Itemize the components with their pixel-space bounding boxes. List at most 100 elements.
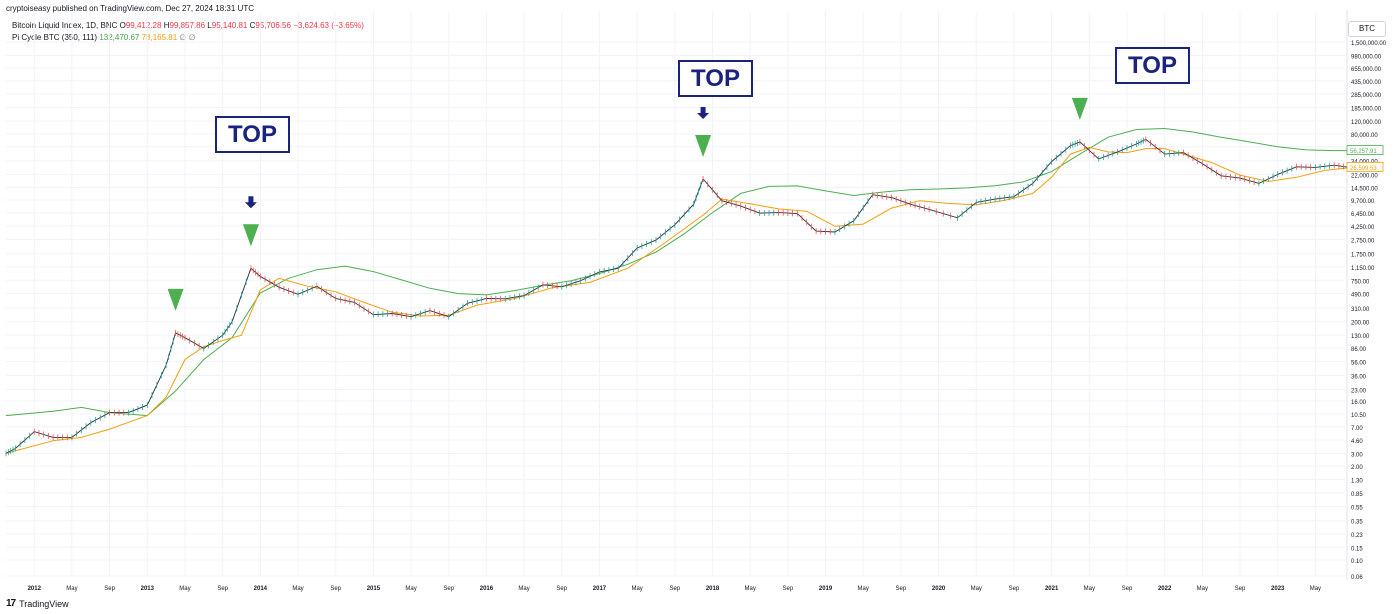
y-tick-label: 0.55 <box>1351 506 1363 512</box>
tradingview-logo-icon: 17 <box>6 598 16 609</box>
change-value: −3,624.63 (−3.65%) <box>293 21 364 30</box>
y-tick-label: 0.06 <box>1351 575 1363 581</box>
x-tick-label: May <box>292 586 303 592</box>
x-tick-label: May <box>1197 586 1208 592</box>
x-tick-label: May <box>1084 586 1095 592</box>
y-tick-label: 0.10 <box>1351 559 1363 565</box>
x-tick-label: 2022 <box>1158 586 1172 592</box>
y-tick-label: 23.00 <box>1351 389 1367 395</box>
y-tick-label: 185,000.00 <box>1351 107 1382 113</box>
top-arrow-icon <box>244 202 257 209</box>
indicator-legend: Pi Cycle BTC (350, 111) 132,470.67 78,16… <box>12 33 196 42</box>
y-tick-label: 0.23 <box>1351 533 1363 539</box>
y-tick-label: 0.15 <box>1351 546 1363 552</box>
y-tick-label: 6,450.00 <box>1351 212 1375 218</box>
x-tick-label: 2017 <box>593 586 607 592</box>
x-tick-label: Sep <box>330 586 341 592</box>
y-tick-label: 9,700.00 <box>1351 199 1375 205</box>
y-tick-label: 10.50 <box>1351 413 1367 419</box>
x-tick-label: 2015 <box>367 586 381 592</box>
x-tick-label: Sep <box>1235 586 1246 592</box>
x-tick-label: 2014 <box>254 586 268 592</box>
x-tick-label: 2019 <box>819 586 833 592</box>
high-label: H <box>163 21 170 30</box>
x-tick-label: Sep <box>556 586 567 592</box>
x-tick-label: 2018 <box>706 586 720 592</box>
x-tick-label: 2016 <box>480 586 494 592</box>
y-tick-label: 36.00 <box>1351 374 1367 380</box>
x-tick-label: Sep <box>783 586 794 592</box>
close-value: 95,706.56 <box>255 21 291 30</box>
x-tick-label: 2020 <box>932 586 946 592</box>
top-label-2017: TOP <box>678 60 753 97</box>
series-350dma-line <box>5 127 1354 417</box>
price-label-orange: 26,599.53 <box>1350 166 1377 172</box>
symbol-name: Bitcoin Liquid Index, 1D, BNC <box>12 21 118 30</box>
y-tick-label: 130.00 <box>1351 334 1370 340</box>
close-label: C <box>249 21 256 30</box>
y-tick-label: 2.00 <box>1351 465 1363 471</box>
y-tick-label: 2,750.00 <box>1351 239 1375 245</box>
price-label-green-box <box>1346 145 1384 155</box>
symbol-legend: Bitcoin Liquid Index, 1D, BNC O99,412.28… <box>12 21 364 30</box>
indicator-name: Pi Cycle BTC (350, 111) <box>12 33 98 42</box>
open-label: O <box>119 21 126 30</box>
y-tick-label: 1,500,000.00 <box>1351 41 1387 47</box>
publisher-line: cryptoiseasy published on TradingView.co… <box>6 4 254 13</box>
y-tick-label: 3.00 <box>1351 452 1363 458</box>
indicator-value-green: 132,470.67 <box>99 33 140 42</box>
low-value: 95,140.81 <box>211 21 248 30</box>
indicator-extra: ∅ ∅ <box>179 33 196 42</box>
y-tick-label: 4,250.00 <box>1351 225 1375 231</box>
x-tick-label: May <box>971 586 982 592</box>
x-tick-label: Sep <box>1122 586 1133 592</box>
high-value: 99,857.86 <box>169 21 206 30</box>
y-tick-label: 120,000.00 <box>1351 120 1382 126</box>
y-tick-label: 16.00 <box>1351 400 1367 406</box>
pi-cycle-signal-icon <box>242 224 259 247</box>
y-tick-label: 56.00 <box>1351 361 1367 367</box>
x-tick-label: May <box>518 586 529 592</box>
top-arrow-icon <box>697 112 710 119</box>
y-tick-label: 1,750.00 <box>1351 253 1375 259</box>
y-tick-label: 200.00 <box>1351 321 1370 327</box>
symbol-box[interactable]: BTC <box>1348 21 1386 37</box>
y-tick-label: 86.00 <box>1351 347 1367 353</box>
x-tick-label: Sep <box>669 586 680 592</box>
x-tick-label: May <box>66 586 77 592</box>
y-tick-label: 980,000.00 <box>1351 54 1382 60</box>
top-arrow-icon <box>700 106 706 114</box>
price-label-orange-box <box>1346 161 1384 172</box>
low-label: L <box>207 21 212 30</box>
y-tick-label: 435,000.00 <box>1351 80 1382 86</box>
pi-cycle-signal-icon <box>695 134 712 157</box>
x-tick-label: May <box>858 586 869 592</box>
y-tick-label: 80,000.00 <box>1351 133 1378 139</box>
pi-cycle-signal-icon <box>1071 97 1088 120</box>
x-tick-label: May <box>745 586 756 592</box>
x-tick-label: Sep <box>443 586 454 592</box>
top-label-2013: TOP <box>215 116 290 153</box>
y-tick-label: 22,000.00 <box>1351 173 1378 179</box>
x-tick-label: May <box>179 586 190 592</box>
y-tick-label: 490.00 <box>1351 293 1370 299</box>
x-tick-label: May <box>631 586 642 592</box>
y-tick-label: 310.00 <box>1351 307 1370 313</box>
x-tick-label: Sep <box>896 586 907 592</box>
pi-cycle-signal-icon <box>167 288 184 311</box>
indicator-value-orange: 78,165.81 <box>141 33 178 42</box>
y-tick-label: 0.35 <box>1351 520 1363 526</box>
y-tick-label: 655,000.00 <box>1351 67 1382 73</box>
brand-name: TradingView <box>19 598 69 609</box>
footer: 17 TradingView <box>6 598 69 609</box>
price-label-green: 56,257.91 <box>1350 149 1377 155</box>
x-tick-label: Sep <box>104 586 115 592</box>
x-tick-label: Sep <box>217 586 228 592</box>
x-tick-label: 2013 <box>141 586 155 592</box>
y-tick-label: 0.85 <box>1351 492 1363 498</box>
y-tick-label: 750.00 <box>1351 279 1370 285</box>
x-tick-label: May <box>405 586 416 592</box>
series-price-line <box>5 138 1354 454</box>
y-tick-label: 1,150.00 <box>1351 266 1375 272</box>
